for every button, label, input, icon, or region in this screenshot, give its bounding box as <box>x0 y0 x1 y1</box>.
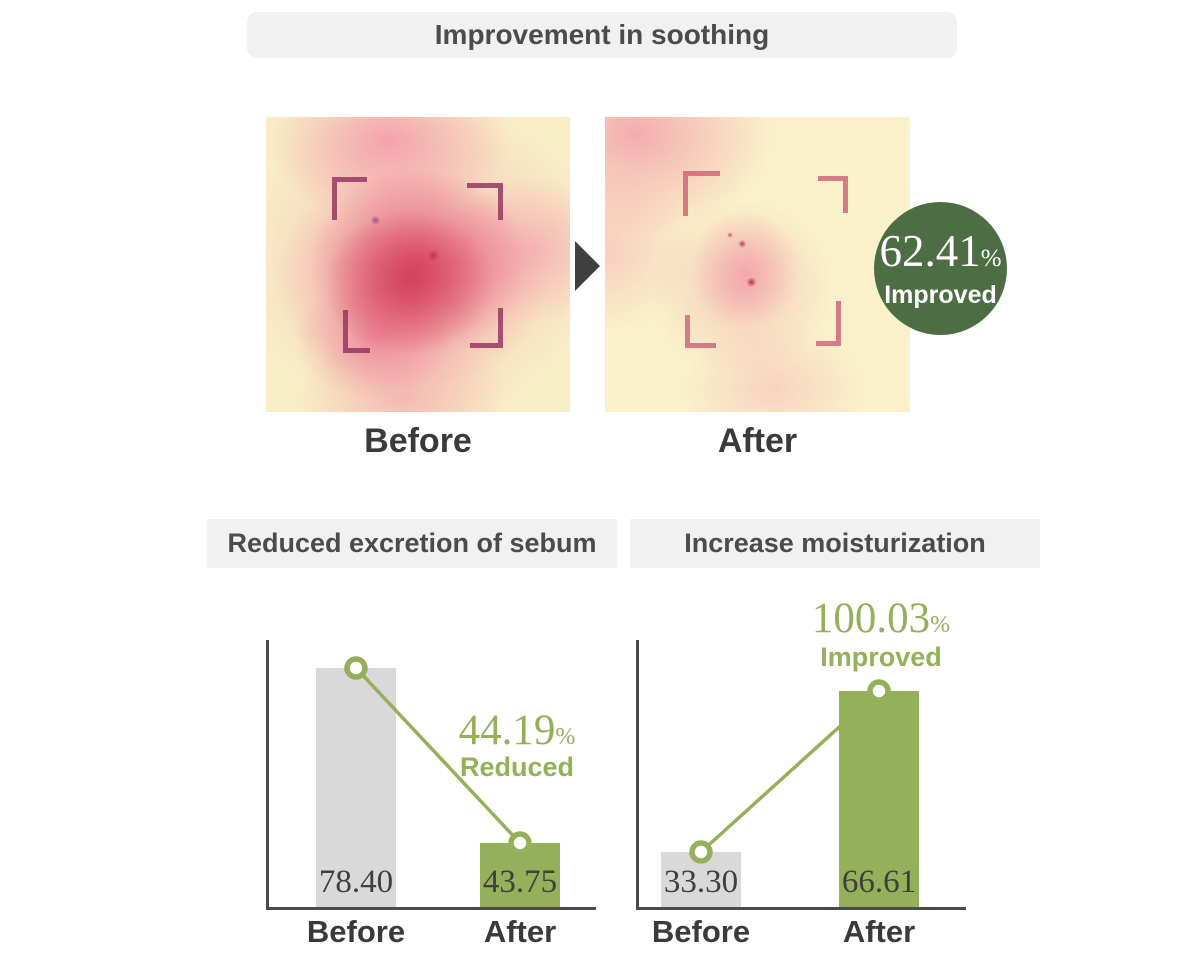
crop-mark-bottom-left-icon <box>343 310 370 353</box>
change-percent: 100.03% <box>771 595 991 646</box>
bar-before <box>316 668 396 907</box>
badge-number: 62.41 <box>879 225 981 276</box>
crop-mark-top-left-icon <box>683 171 720 216</box>
y-axis <box>636 640 639 910</box>
value-before: 78.40 <box>318 864 394 900</box>
chart-sebum: 78.40 43.75 44.19% Reduced Before After <box>250 600 620 971</box>
badge-percent-sign: % <box>980 244 1002 272</box>
arrow-right-icon <box>575 241 600 291</box>
crop-mark-top-right-icon <box>818 176 848 213</box>
after-caption: After <box>717 422 798 460</box>
improvement-badge: 62.41% Improved <box>874 202 1007 335</box>
change-percent: 44.19% <box>407 707 627 758</box>
chart-moisture: 33.30 66.61 100.03% Improved Before Afte… <box>620 590 1000 971</box>
crop-mark-bottom-right-icon <box>816 301 841 346</box>
x-axis <box>636 907 966 910</box>
change-label: Improved <box>820 642 942 672</box>
trend-line-overlay <box>344 656 532 855</box>
badge-label: Improved <box>884 280 997 309</box>
crop-mark-top-left-icon <box>332 177 367 220</box>
section-title-sebum: Reduced excretion of sebum <box>207 519 617 568</box>
marker-after <box>867 679 891 703</box>
category-after: After <box>842 914 916 949</box>
change-number: 100.03 <box>811 595 931 642</box>
value-after: 66.61 <box>841 864 917 900</box>
before-caption: Before <box>364 422 472 460</box>
trend-line-overlay <box>689 679 891 864</box>
category-before: Before <box>306 914 406 949</box>
trend-line <box>699 689 881 854</box>
crop-mark-top-right-icon <box>467 183 503 220</box>
value-after: 43.75 <box>482 864 558 900</box>
value-before: 33.30 <box>663 864 739 900</box>
crop-mark-bottom-left-icon <box>685 315 716 348</box>
x-axis <box>266 907 596 910</box>
category-before: Before <box>651 914 751 949</box>
skin-photo-after <box>605 117 910 412</box>
marker-before <box>689 840 713 864</box>
y-axis <box>266 640 269 910</box>
badge-value: 62.41% <box>879 225 1002 281</box>
change-percent-sign: % <box>555 724 576 750</box>
change-number: 44.19 <box>458 707 556 754</box>
section-title-moisture: Increase moisturization <box>630 519 1040 568</box>
marker-before <box>344 656 368 680</box>
page-title: Improvement in soothing <box>247 12 957 58</box>
marker-after <box>508 831 532 855</box>
bar-after <box>839 691 919 907</box>
change-label: Reduced <box>459 752 575 782</box>
skin-photo-before <box>266 117 570 412</box>
category-after: After <box>483 914 557 949</box>
change-percent-sign: % <box>930 612 951 638</box>
trend-line <box>354 666 522 845</box>
crop-mark-bottom-right-icon <box>470 308 503 348</box>
